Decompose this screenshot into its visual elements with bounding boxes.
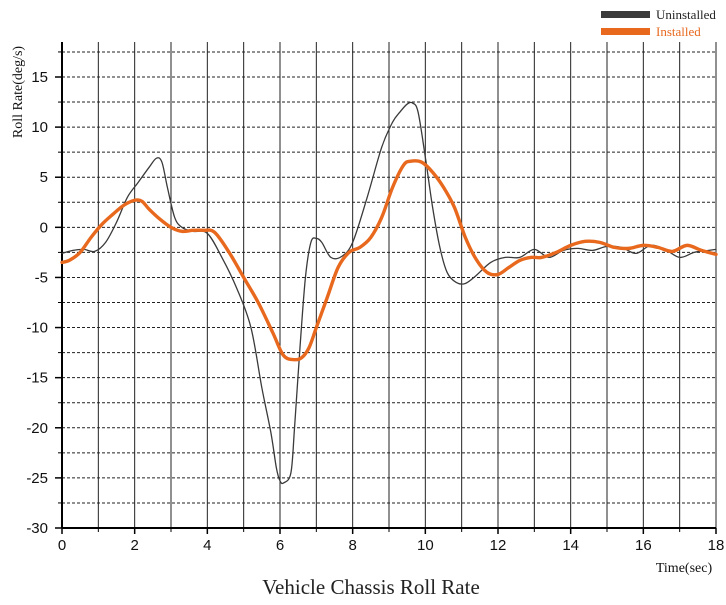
- x-tick-label: 16: [635, 537, 652, 554]
- y-tick-label: 5: [40, 169, 48, 186]
- x-tick-label: 18: [708, 537, 725, 554]
- y-tick-label: 0: [40, 219, 48, 236]
- series-lines: [60, 101, 718, 485]
- x-tick-label: 10: [417, 537, 434, 554]
- grid: [62, 42, 717, 528]
- x-tick-label: 8: [348, 537, 356, 554]
- y-tick-label: -15: [26, 370, 48, 387]
- x-tick-label: 12: [490, 537, 507, 554]
- axes: [55, 42, 717, 534]
- x-tick-label: 0: [58, 537, 66, 554]
- x-tick-label: 14: [562, 537, 579, 554]
- legend-swatch-uninstalled: [601, 11, 650, 18]
- y-tick-label: 15: [31, 69, 48, 86]
- y-tick-label: -10: [26, 320, 48, 337]
- y-tick-label: -20: [26, 420, 48, 437]
- legend-label-installed: Installed: [656, 24, 701, 39]
- series-line-installed: [60, 159, 718, 362]
- y-tick-label: 10: [31, 119, 48, 136]
- x-tick-label: 2: [130, 537, 138, 554]
- legend-swatch-installed: [601, 28, 650, 35]
- tick-labels: 15 10 5 0 -5 -10 -15 -20 -25 -30 0 2 4 6 8 10 12 14 16 18: [26, 69, 724, 554]
- y-tick-label: -30: [26, 520, 48, 537]
- series-line-uninstalled: [61, 101, 717, 485]
- x-tick-label: 4: [203, 537, 211, 554]
- y-tick-label: -25: [26, 470, 48, 487]
- legend-label-uninstalled: Uninstalled: [656, 7, 716, 22]
- x-axis-label: Time(sec): [656, 561, 713, 576]
- x-tick-label: 6: [276, 537, 284, 554]
- y-tick-label: -5: [35, 269, 48, 286]
- y-axis-label: Roll Rate(deg/s): [11, 46, 26, 138]
- chart-title: Vehicle Chassis Roll Rate: [262, 575, 480, 599]
- legend: Uninstalled Installed: [601, 7, 716, 39]
